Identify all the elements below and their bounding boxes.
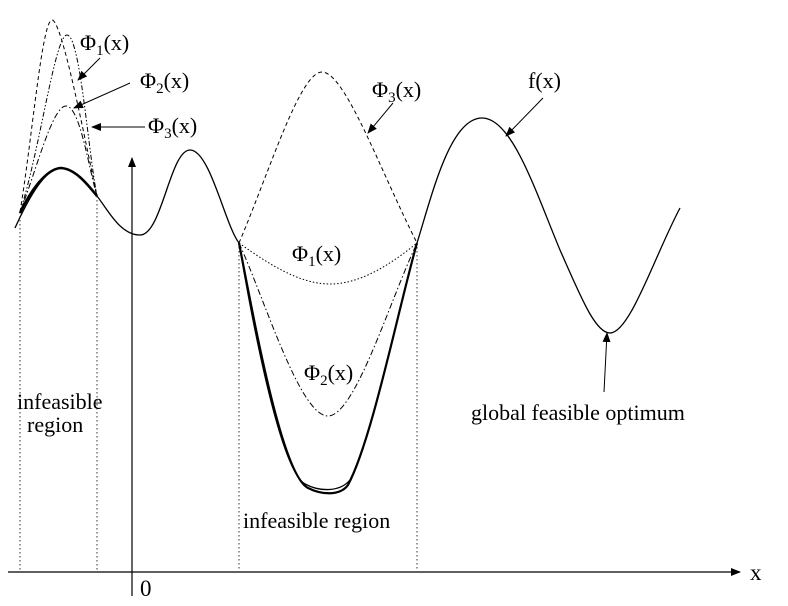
phi2-middle-label: Φ2(x) <box>304 360 353 389</box>
phi-limit-curve-middle <box>237 242 419 495</box>
phi2-left-arrow <box>73 82 131 109</box>
phi1-left-arrow <box>77 57 101 81</box>
infeasible-left-line1: infeasible <box>17 389 103 414</box>
phi3-middle-label: Φ3(x) <box>372 77 421 106</box>
phi2-left-label: Φ2(x) <box>140 68 189 97</box>
phi2-curve-left <box>19 105 98 213</box>
phi3-curve-left <box>19 19 98 213</box>
global-optimum-label: global feasible optimum <box>471 400 685 425</box>
f-curve <box>14 117 681 491</box>
phi3-middle-arrow <box>367 102 394 134</box>
phi1-left-label: Φ1(x) <box>80 30 129 59</box>
phi3-curve-middle <box>238 71 418 244</box>
infeasible-left-line2: region <box>27 412 83 437</box>
phi1-middle-label: Φ1(x) <box>292 241 341 270</box>
phi1-curve-left <box>19 34 98 213</box>
x-axis-label: x <box>750 560 762 585</box>
global-optimum-arrow <box>602 332 611 393</box>
origin-label: 0 <box>140 576 152 601</box>
phi3-left-label: Φ3(x) <box>148 113 197 142</box>
f-label: f(x) <box>528 68 561 93</box>
infeasible-middle-label: infeasible region <box>243 508 390 533</box>
f-arrow <box>505 97 544 137</box>
phi2-curve-middle <box>238 242 418 417</box>
f-curve-left-thick <box>18 166 99 214</box>
